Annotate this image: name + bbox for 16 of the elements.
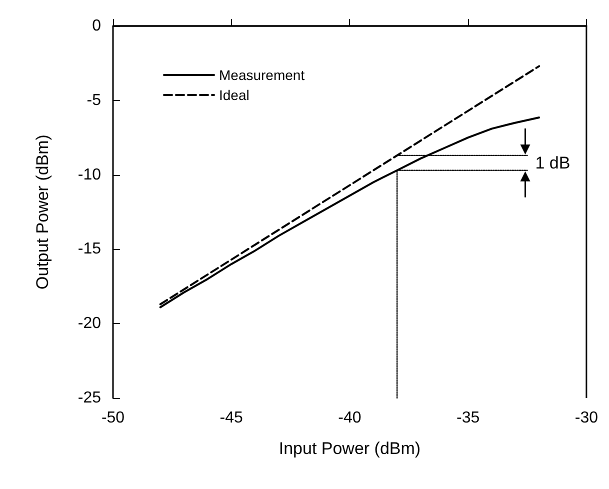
y-tick-label: -20: [78, 315, 102, 332]
y-tick-label: -15: [78, 240, 102, 258]
annotation: 1 dB: [535, 153, 570, 172]
legend-label: Measurement: [219, 67, 305, 83]
x-tick-label: -45: [220, 410, 244, 426]
x-tick-label: -40: [338, 410, 362, 426]
x-tick-label: -35: [456, 410, 480, 426]
y-tick-label: -25: [78, 390, 102, 406]
x-tick-label: -30: [574, 410, 598, 426]
y-tick-label: 0: [92, 18, 102, 34]
x-axis-title: Input Power (dBm): [278, 439, 421, 458]
x-tick-label: -50: [101, 410, 125, 426]
y-tick-label: -5: [86, 92, 102, 109]
legend-label: Ideal: [219, 87, 250, 103]
y-axis-title: Output Power (dBm): [33, 134, 52, 290]
y-tick-label: -10: [78, 166, 102, 184]
